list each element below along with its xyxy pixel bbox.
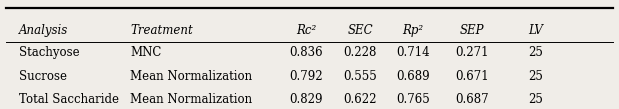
Text: LV: LV <box>528 24 543 37</box>
Text: 0.714: 0.714 <box>396 46 430 59</box>
Text: 0.829: 0.829 <box>290 93 323 106</box>
Text: Sucrose: Sucrose <box>19 70 67 83</box>
Text: 25: 25 <box>528 46 543 59</box>
Text: MNC: MNC <box>130 46 162 59</box>
Text: 0.765: 0.765 <box>396 93 430 106</box>
Text: 0.792: 0.792 <box>290 70 323 83</box>
Text: 0.622: 0.622 <box>344 93 377 106</box>
Text: 0.555: 0.555 <box>344 70 377 83</box>
Text: Analysis: Analysis <box>19 24 68 37</box>
Text: Rp²: Rp² <box>402 24 423 37</box>
Text: 25: 25 <box>528 93 543 106</box>
Text: 0.689: 0.689 <box>396 70 430 83</box>
Text: Mean Normalization: Mean Normalization <box>130 70 252 83</box>
Text: 0.671: 0.671 <box>455 70 488 83</box>
Text: 0.228: 0.228 <box>344 46 377 59</box>
Text: Rc²: Rc² <box>297 24 316 37</box>
Text: Stachyose: Stachyose <box>19 46 79 59</box>
Text: Treatment: Treatment <box>130 24 193 37</box>
Text: Mean Normalization: Mean Normalization <box>130 93 252 106</box>
Text: 0.687: 0.687 <box>455 93 488 106</box>
Text: 25: 25 <box>528 70 543 83</box>
Text: Total Saccharide: Total Saccharide <box>19 93 119 106</box>
Text: 0.271: 0.271 <box>455 46 488 59</box>
Text: 0.836: 0.836 <box>290 46 323 59</box>
Text: SEP: SEP <box>459 24 484 37</box>
Text: SEC: SEC <box>347 24 373 37</box>
